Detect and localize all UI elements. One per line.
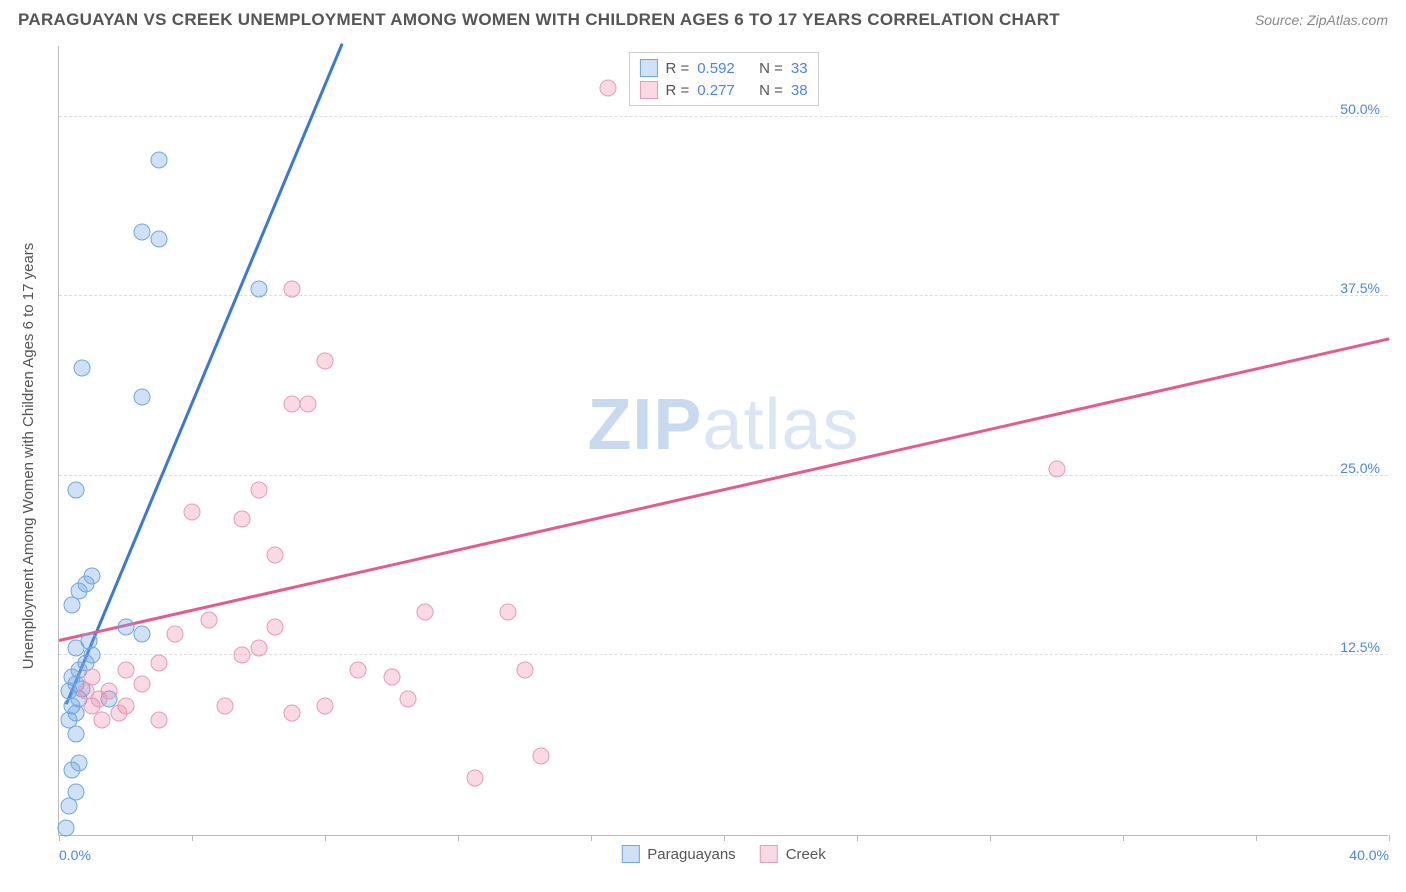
data-point <box>1048 460 1065 477</box>
x-tick <box>192 835 193 841</box>
data-point <box>250 640 267 657</box>
data-point <box>84 568 101 585</box>
data-point <box>267 618 284 635</box>
data-point <box>400 690 417 707</box>
data-point <box>110 704 127 721</box>
x-tick <box>458 835 459 841</box>
data-point <box>300 396 317 413</box>
y-axis-label: Unemployment Among Women with Children A… <box>20 243 37 670</box>
data-point <box>84 647 101 664</box>
y-tick-label: 25.0% <box>1340 460 1380 476</box>
y-tick-label: 50.0% <box>1340 101 1380 117</box>
data-point <box>67 783 84 800</box>
r-label: R = <box>665 60 689 77</box>
x-tick <box>325 835 326 841</box>
source-label: Source: ZipAtlas.com <box>1255 12 1388 28</box>
x-tick <box>1256 835 1257 841</box>
x-tick <box>990 835 991 841</box>
x-tick <box>1123 835 1124 841</box>
r-value: 0.592 <box>697 60 735 77</box>
chart-title: PARAGUAYAN VS CREEK UNEMPLOYMENT AMONG W… <box>18 10 1060 30</box>
series-legend-label: Creek <box>786 846 826 863</box>
plot-area: ZIPatlas 12.5%25.0%37.5%50.0%0.0%40.0%R … <box>58 46 1388 836</box>
data-point <box>533 748 550 765</box>
data-point <box>184 503 201 520</box>
series-legend: Paraguayans Creek <box>621 845 825 863</box>
data-point <box>233 511 250 528</box>
series-legend-item: Creek <box>760 845 826 863</box>
gridline-horizontal <box>59 475 1388 476</box>
legend-swatch-icon <box>639 81 657 99</box>
gridline-horizontal <box>59 116 1388 117</box>
data-point <box>134 676 151 693</box>
correlation-legend-row: R = 0.592 N = 33 <box>639 57 807 79</box>
watermark: ZIPatlas <box>587 384 859 466</box>
data-point <box>317 697 334 714</box>
data-point <box>100 683 117 700</box>
y-tick-label: 37.5% <box>1340 280 1380 296</box>
data-point <box>57 819 74 836</box>
chart-container: Unemployment Among Women with Children A… <box>0 36 1406 886</box>
data-point <box>599 80 616 97</box>
data-point <box>250 482 267 499</box>
data-point <box>217 697 234 714</box>
data-point <box>74 360 91 377</box>
data-point <box>350 661 367 678</box>
x-tick <box>724 835 725 841</box>
data-point <box>516 661 533 678</box>
data-point <box>134 625 151 642</box>
n-label: N = <box>759 82 783 99</box>
y-tick-label: 12.5% <box>1340 639 1380 655</box>
data-point <box>416 604 433 621</box>
r-value: 0.277 <box>697 82 735 99</box>
data-point <box>466 769 483 786</box>
data-point <box>267 546 284 563</box>
data-point <box>250 281 267 298</box>
n-value: 33 <box>791 60 808 77</box>
correlation-legend-row: R = 0.277 N = 38 <box>639 79 807 101</box>
data-point <box>499 604 516 621</box>
data-point <box>283 396 300 413</box>
data-point <box>317 353 334 370</box>
data-point <box>150 230 167 247</box>
x-tick <box>59 835 60 841</box>
n-value: 38 <box>791 82 808 99</box>
x-tick <box>857 835 858 841</box>
legend-swatch-icon <box>639 59 657 77</box>
data-point <box>134 388 151 405</box>
data-point <box>117 618 134 635</box>
data-point <box>117 661 134 678</box>
data-point <box>70 755 87 772</box>
data-point <box>150 654 167 671</box>
data-point <box>150 712 167 729</box>
legend-swatch-icon <box>621 845 639 863</box>
data-point <box>283 704 300 721</box>
r-label: R = <box>665 82 689 99</box>
data-point <box>67 726 84 743</box>
correlation-legend: R = 0.592 N = 33 R = 0.277 N = 38 <box>628 52 818 106</box>
x-tick <box>1389 835 1390 841</box>
x-tick-label: 40.0% <box>1349 847 1389 863</box>
series-legend-label: Paraguayans <box>647 846 735 863</box>
data-point <box>94 712 111 729</box>
data-point <box>383 669 400 686</box>
data-point <box>134 223 151 240</box>
data-point <box>283 281 300 298</box>
data-point <box>200 611 217 628</box>
n-label: N = <box>759 60 783 77</box>
data-point <box>67 482 84 499</box>
x-tick-label: 0.0% <box>59 847 91 863</box>
data-point <box>77 683 94 700</box>
data-point <box>167 625 184 642</box>
data-point <box>233 647 250 664</box>
watermark-atlas: atlas <box>702 385 859 465</box>
legend-swatch-icon <box>760 845 778 863</box>
data-point <box>150 151 167 168</box>
series-legend-item: Paraguayans <box>621 845 735 863</box>
x-tick <box>591 835 592 841</box>
watermark-zip: ZIP <box>587 385 702 465</box>
